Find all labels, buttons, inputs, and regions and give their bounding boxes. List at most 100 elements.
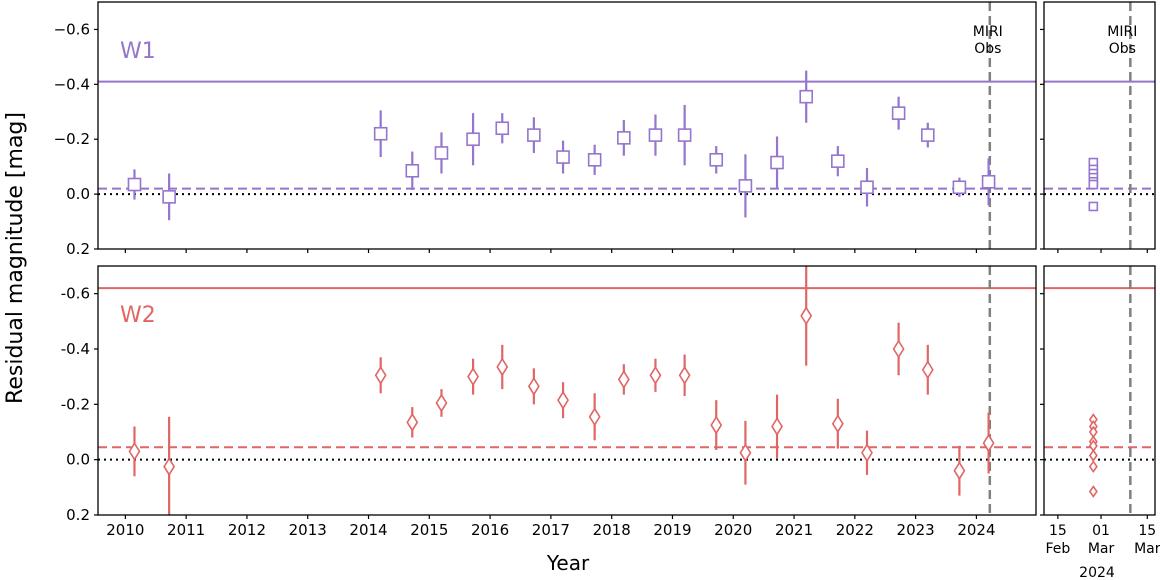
data-point [1088, 449, 1098, 462]
data-point [435, 393, 448, 413]
panel-w2: -0.6 -0.4 -0.2 0.0 0.2 2010 2011 2012 2013 2014 20… [61, 265, 1160, 557]
data-point [127, 177, 142, 192]
data-point [770, 155, 784, 170]
data-point [527, 128, 541, 142]
data-point [771, 416, 783, 436]
data-point [739, 443, 752, 463]
plot-area-zoom [1044, 266, 1155, 515]
y-tick-label: −0.4 [54, 75, 90, 93]
axes-frame [1043, 1, 1156, 250]
zoom-x-tick-label: Mar [1088, 541, 1115, 557]
data-point [163, 457, 176, 477]
data-point [495, 121, 510, 136]
data-point [466, 132, 480, 147]
zoom-year-label: 2024 [1079, 565, 1115, 580]
y-tick-label: -0.4 [61, 340, 90, 358]
zoom-x-tick-label: Feb [1045, 541, 1070, 557]
miri-obs-label: Obs [1109, 41, 1136, 57]
zoom-x-tick-label: Mar [1134, 541, 1160, 557]
y-tick-label: -0.6 [61, 285, 90, 303]
x-tick-label: 2013 [289, 521, 327, 539]
x-tick-label: 2024 [957, 521, 995, 539]
zoom-x-tick-label: 15 [1138, 523, 1156, 539]
data-point [1088, 179, 1099, 190]
data-point [496, 357, 509, 377]
y-tick-label: 0.0 [66, 451, 90, 469]
plot-area-zoom [1044, 2, 1155, 249]
data-point [860, 180, 874, 195]
data-point [891, 106, 906, 120]
zoom-x-tick-label: 01 [1092, 523, 1110, 539]
data-point [617, 131, 631, 145]
x-tick-label: 2019 [653, 521, 691, 539]
axes-frame [97, 1, 1037, 250]
data-point [373, 126, 388, 141]
x-tick-label: 2012 [228, 521, 266, 539]
data-point [831, 154, 845, 168]
data-point [861, 443, 873, 463]
x-tick-label: 2010 [106, 521, 144, 539]
data-point [677, 128, 692, 142]
data-point [799, 89, 814, 104]
plot-area-main [98, 266, 1036, 515]
x-tick-label: 2023 [897, 521, 935, 539]
data-point [617, 369, 630, 389]
data-point [527, 376, 540, 396]
data-point [892, 339, 905, 359]
x-tick-label: 2014 [349, 521, 387, 539]
data-point [405, 163, 420, 178]
data-point [952, 180, 967, 195]
x-tick-label: 2018 [593, 521, 631, 539]
x-tick-label: 2011 [167, 521, 205, 539]
y-tick-label: 0.2 [66, 240, 90, 258]
x-axis-label: Year [546, 551, 590, 575]
data-point [982, 433, 995, 453]
data-point [588, 407, 601, 427]
data-point [1088, 485, 1098, 498]
zoom-x-tick-label: 15 [1049, 523, 1067, 539]
data-point [831, 414, 844, 434]
miri-obs-label: MIRI [973, 24, 1003, 40]
data-point [406, 412, 419, 432]
plot-area-main [98, 2, 1036, 249]
data-point [953, 461, 966, 481]
data-point [648, 128, 663, 142]
miri-obs-label: MIRI [1107, 24, 1137, 40]
data-point [557, 390, 569, 410]
data-point [556, 150, 570, 164]
data-point [738, 179, 753, 193]
y-axis-label: Residual magnitude [mag] [3, 112, 28, 404]
band-label: W1 [120, 39, 156, 64]
axes-frame [97, 265, 1037, 516]
x-tick-label: 2022 [836, 521, 874, 539]
x-tick-label: 2021 [775, 521, 813, 539]
data-point [710, 415, 723, 435]
y-tick-label: 0.0 [66, 185, 90, 203]
data-point [1088, 460, 1098, 473]
axes-frame [1043, 265, 1156, 516]
data-point [678, 365, 691, 385]
x-tick-label: 2017 [532, 521, 570, 539]
data-point [800, 306, 813, 326]
y-tick-label: -0.2 [61, 395, 90, 413]
data-point [467, 367, 480, 387]
y-tick-label: −0.2 [54, 130, 90, 148]
data-point [162, 190, 176, 204]
x-tick-label: 2016 [471, 521, 509, 539]
miri-obs-label: Obs [974, 41, 1001, 57]
x-tick-label: 2015 [410, 521, 448, 539]
band-label: W2 [120, 303, 156, 328]
data-point [587, 153, 602, 167]
data-point [128, 441, 141, 461]
data-point [649, 365, 662, 385]
data-point [920, 128, 935, 142]
data-point [1088, 201, 1099, 212]
data-point [981, 174, 996, 189]
data-point [921, 360, 934, 380]
data-point [709, 153, 724, 167]
data-point [434, 146, 449, 160]
y-tick-label: −0.6 [54, 20, 90, 38]
data-point [374, 365, 387, 385]
